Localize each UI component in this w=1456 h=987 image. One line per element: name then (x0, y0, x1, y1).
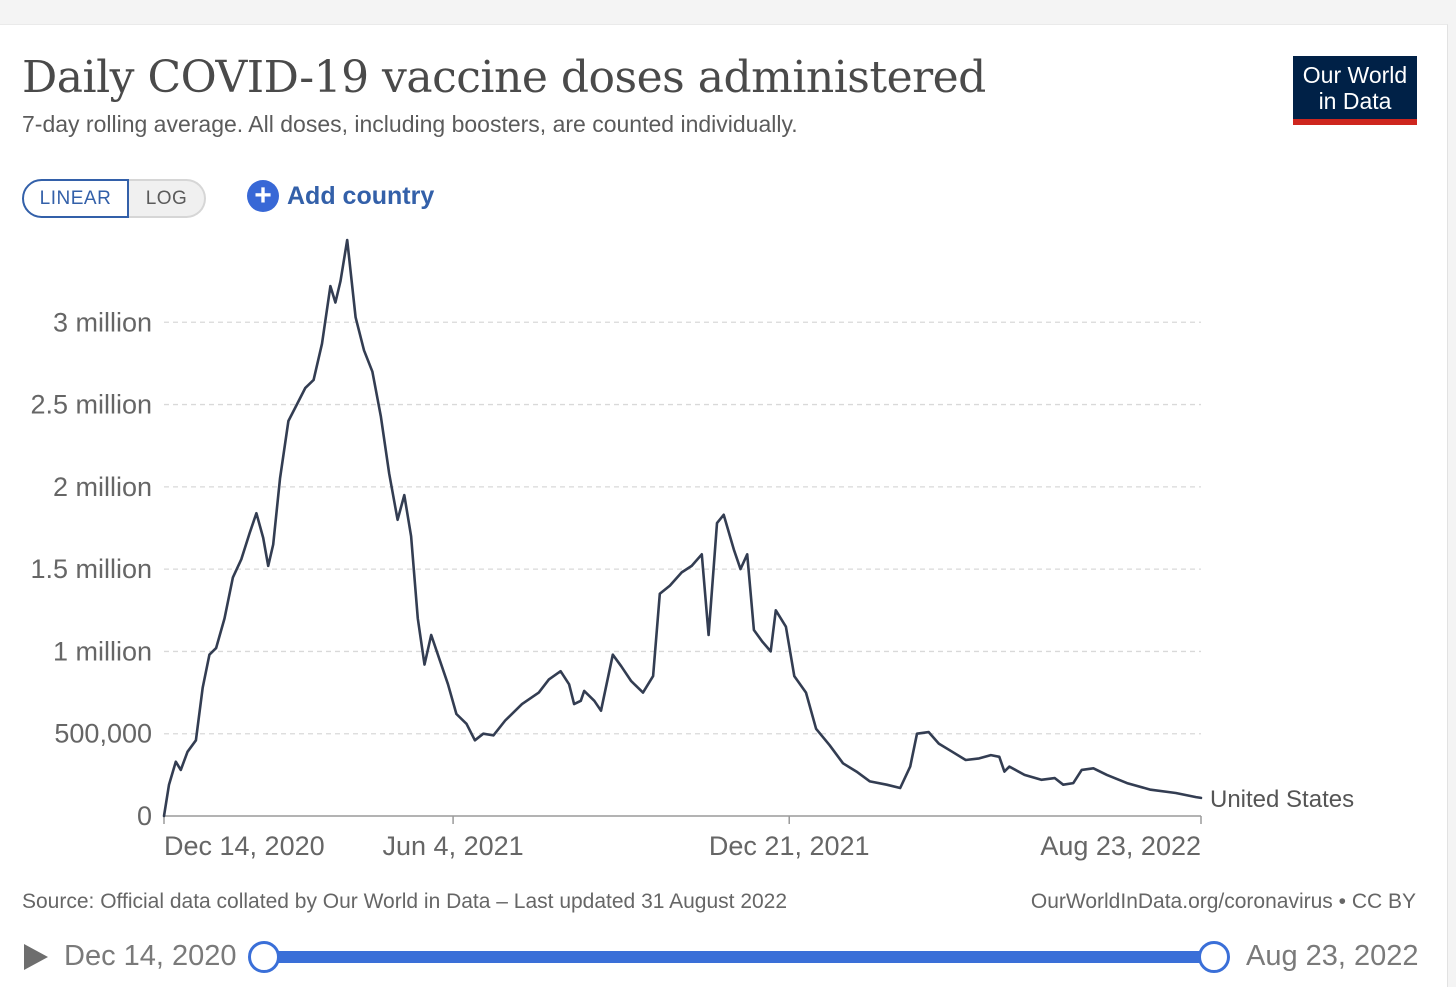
plus-circle-icon: + (247, 180, 279, 212)
x-tick-label: Dec 14, 2020 (164, 831, 325, 861)
series-line-united-states (162, 238, 1203, 818)
series-label: United States (1210, 786, 1354, 813)
add-country-button[interactable]: + Add country (247, 179, 434, 213)
y-tick-label: 500,000 (54, 719, 152, 749)
scale-linear-button[interactable]: LINEAR (22, 179, 129, 218)
logo-line-1: Our World (1302, 62, 1408, 88)
timeline-start-handle[interactable] (248, 941, 280, 973)
chart-card (0, 24, 1448, 987)
y-tick-label: 0 (137, 801, 152, 831)
timeline-start-label: Dec 14, 2020 (64, 940, 237, 972)
owid-logo[interactable]: Our World in Data (1293, 56, 1417, 125)
add-country-label: Add country (287, 181, 435, 210)
y-tick-label: 2.5 million (30, 390, 152, 420)
license-link[interactable]: OurWorldInData.org/coronavirus • CC BY (1030, 890, 1416, 913)
scale-log-button[interactable]: LOG (129, 179, 206, 218)
chart-title: Daily COVID-19 vaccine doses administere… (22, 52, 986, 103)
y-tick-label: 2 million (53, 472, 152, 502)
x-tick-label: Aug 23, 2022 (1040, 831, 1201, 861)
x-axis: Dec 14, 2020 Jun 4, 2021 Dec 21, 2021 Aug 2… (163, 815, 1202, 861)
timeline-end-label: Aug 23, 2022 (1246, 940, 1419, 972)
source-note: Source: Official data collated by Our Wo… (22, 890, 788, 913)
y-axis-labels: 0 500,000 1 million 1.5 million 2 million 2.5… (30, 307, 152, 831)
timeline-track[interactable] (264, 951, 1214, 963)
logo-line-2: in Data (1318, 88, 1392, 114)
scale-toggle: LINEAR LOG (22, 179, 206, 218)
timeline-end-handle[interactable] (1198, 941, 1230, 973)
y-tick-label: 1 million (53, 636, 152, 666)
x-tick-label: Dec 21, 2021 (709, 831, 870, 861)
x-tick-label: Jun 4, 2021 (383, 831, 524, 861)
play-icon[interactable] (24, 944, 48, 970)
line-chart: 0 500,000 1 million 1.5 million 2 million 2.5… (30, 238, 1354, 861)
grid-layer (164, 321, 1201, 735)
y-tick-label: 3 million (53, 307, 152, 337)
chart-subtitle: 7-day rolling average. All doses, includ… (22, 111, 798, 137)
series-layer: United States (162, 238, 1354, 818)
y-tick-label: 1.5 million (30, 554, 152, 584)
